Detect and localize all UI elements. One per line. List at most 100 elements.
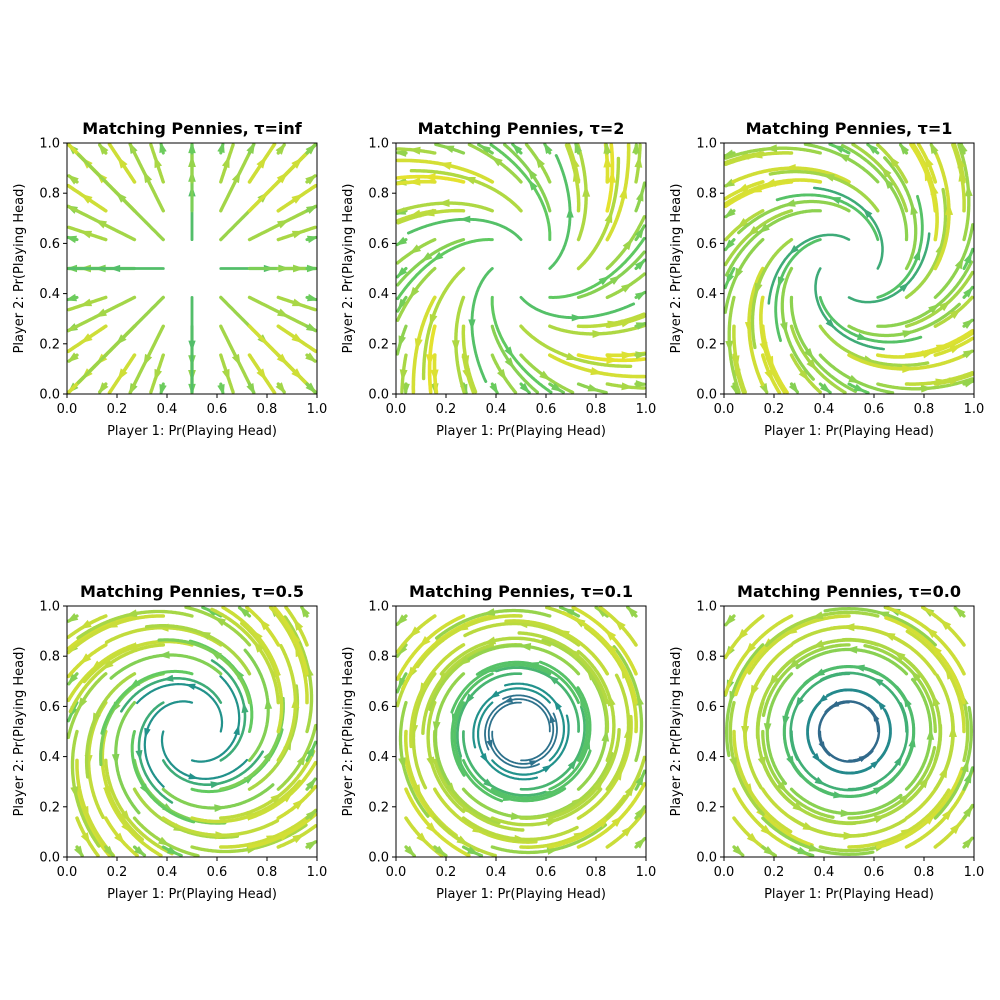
stream-arrow [442, 145, 455, 154]
stream-arrow [603, 143, 612, 154]
stream-arrow [80, 193, 93, 204]
streamline [487, 701, 540, 769]
stream-arrow [872, 677, 884, 687]
stream-arrow [292, 833, 305, 844]
stream-arrow [543, 143, 553, 155]
stream-arrow [957, 155, 966, 169]
stream-arrow [724, 614, 736, 626]
stream-arrow [571, 155, 580, 169]
stream-arrow [291, 193, 304, 204]
stream-arrow [545, 790, 557, 799]
stream-arrow [571, 797, 584, 808]
stream-arrow [621, 382, 634, 391]
stream-arrow [306, 264, 317, 273]
x-axis-label: Player 1: Pr(Playing Head) [107, 887, 277, 902]
stream-arrow [231, 170, 241, 184]
stream-arrow [829, 700, 840, 708]
stream-arrow [120, 810, 131, 823]
y-tick-label: 0.2 [368, 337, 389, 352]
streamline [933, 673, 955, 791]
axes-frame [723, 605, 975, 858]
stream-arrow [566, 206, 574, 218]
streamline [406, 217, 523, 242]
stream-arrow [511, 143, 523, 155]
y-axis-label: Player 2: Pr(Playing Head) [12, 184, 27, 354]
stream-arrow [399, 369, 408, 382]
stream-arrow [935, 344, 949, 353]
y-tick-label: 1.0 [39, 137, 60, 152]
x-tick-label: 0.6 [864, 865, 885, 880]
stream-arrow [843, 831, 856, 840]
stream-arrow [724, 208, 736, 219]
stream-arrow [198, 631, 211, 640]
y-tick-label: 0.4 [368, 287, 389, 302]
stream-arrow [866, 143, 879, 154]
y-tick-label: 0.0 [39, 851, 60, 866]
stream-arrow [819, 383, 832, 394]
x-tick-label: 0.4 [486, 865, 507, 880]
x-tick-label: 0.6 [207, 865, 228, 880]
y-tick-label: 0.6 [696, 700, 717, 715]
stream-arrow [159, 143, 167, 154]
stream-arrow [397, 644, 408, 657]
stream-arrow [234, 668, 245, 680]
y-tick-label: 0.0 [696, 388, 717, 403]
stream-arrow [527, 662, 540, 670]
chart-panel-2: 0.0 0.2 0.4 0.6 0.8 1.0 0.0 0.2 0.4 0.6 0.8 1.0 Matc… [341, 119, 656, 439]
stream-arrow [305, 778, 317, 790]
stream-arrow [614, 618, 626, 631]
x-axis-label: Player 1: Pr(Playing Head) [436, 887, 606, 902]
stream-arrow [437, 199, 450, 207]
chart-title: Matching Pennies, τ=0.1 [409, 582, 633, 601]
stream-arrow [919, 776, 930, 789]
stream-arrow [101, 659, 114, 670]
stream-arrow [913, 248, 921, 261]
chart-title: Matching Pennies, τ=1 [746, 119, 953, 138]
stream-arrow [233, 724, 240, 736]
stream-arrow [811, 639, 825, 648]
streamline [114, 701, 141, 815]
stream-arrow [420, 252, 433, 263]
stream-arrow [729, 757, 737, 770]
stream-arrow [798, 369, 810, 382]
chart-title: Matching Pennies, τ=0.0 [737, 582, 961, 601]
stream-arrow [784, 625, 798, 636]
stream-arrow [463, 176, 476, 185]
stream-arrow [623, 725, 632, 739]
stream-arrow [158, 836, 171, 847]
stream-arrow [306, 205, 317, 214]
x-tick-label: 0.8 [914, 865, 935, 880]
stream-arrow [409, 286, 420, 299]
stream-arrow [603, 154, 612, 168]
stream-arrow [758, 223, 770, 234]
stream-arrow [426, 756, 435, 770]
stream-arrow [837, 153, 850, 163]
stream-arrow [546, 847, 559, 855]
streamline [484, 698, 551, 751]
stream-arrow [135, 749, 143, 761]
stream-arrow [535, 156, 545, 169]
stream-arrow [188, 773, 199, 780]
stream-arrow [963, 771, 972, 784]
y-tick-label: 0.0 [39, 388, 60, 403]
streamline [161, 783, 275, 810]
stream-arrow [566, 352, 579, 361]
chart-panel-3: 0.0 0.2 0.4 0.6 0.8 1.0 0.0 0.2 0.4 0.6 0.8 1.0 Matc… [669, 119, 984, 439]
x-tick-label: 0.6 [536, 402, 557, 417]
stream-arrow [607, 170, 617, 183]
stream-arrow [504, 357, 515, 370]
y-tick-label: 0.4 [696, 750, 717, 765]
stream-arrow [948, 377, 962, 386]
stream-arrow [814, 776, 826, 786]
streamlines [67, 143, 317, 394]
stream-arrow [416, 832, 428, 845]
stream-arrow [210, 781, 222, 789]
stream-arrow [300, 606, 310, 618]
x-tick-label: 0.0 [386, 402, 407, 417]
stream-arrow [529, 760, 539, 767]
stream-arrow [812, 752, 821, 763]
streamline [826, 688, 892, 762]
stream-arrow [763, 846, 776, 856]
stream-arrow [519, 643, 532, 651]
